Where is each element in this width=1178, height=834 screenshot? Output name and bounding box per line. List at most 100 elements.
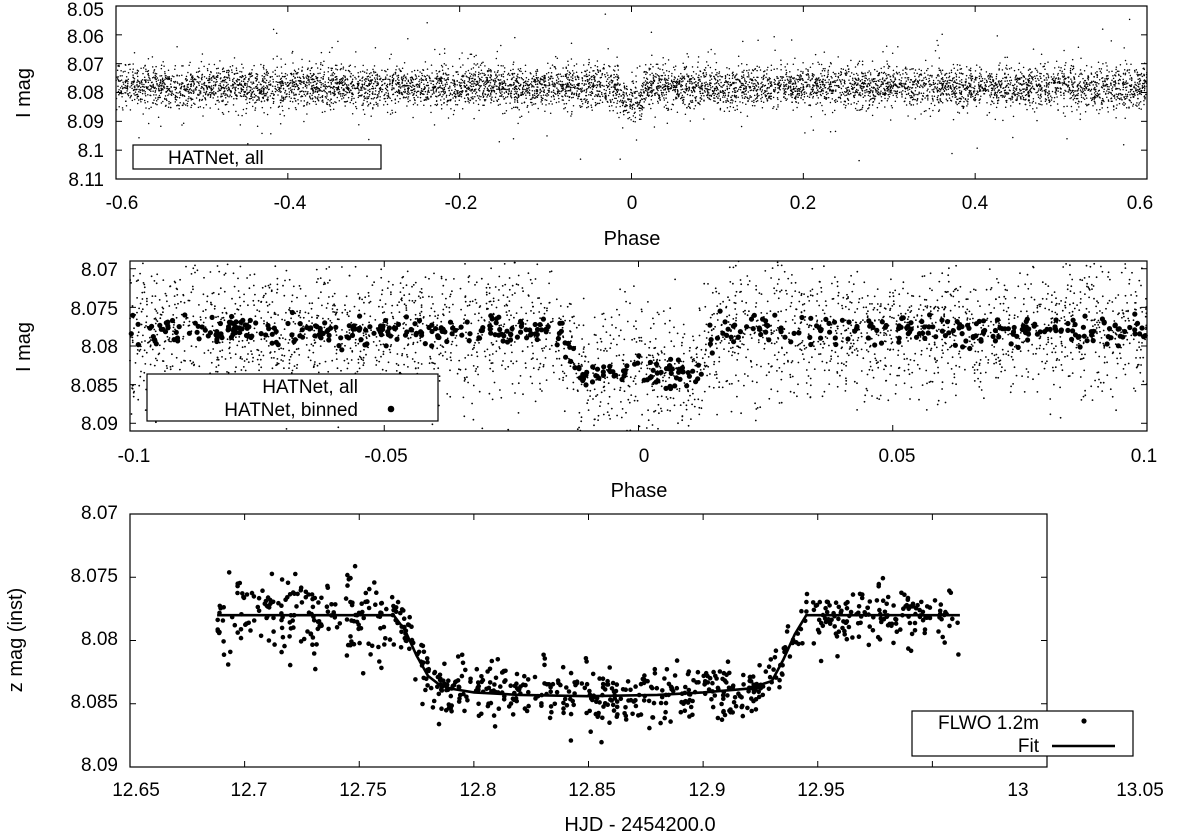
panel-1-point-4688 bbox=[889, 83, 892, 85]
panel-1-point-2535 bbox=[714, 68, 717, 71]
panel-1-point-302 bbox=[663, 72, 665, 74]
panel-1-point-4643 bbox=[452, 97, 454, 99]
panel-1-point-2873 bbox=[1122, 86, 1125, 89]
panel-1-point-449 bbox=[813, 91, 816, 94]
panel-1-point-350 bbox=[1040, 96, 1043, 98]
panel-1-point-2868 bbox=[684, 91, 687, 94]
panel-1-point-4988 bbox=[562, 87, 565, 90]
panel-1-point-4848 bbox=[835, 84, 838, 87]
panel-1-point-3632 bbox=[166, 99, 168, 102]
panel-1-point-238 bbox=[1096, 85, 1098, 87]
panel-1-point-677 bbox=[840, 87, 843, 90]
panel-1-point-2791 bbox=[752, 85, 754, 88]
panel-1-point-923 bbox=[798, 94, 800, 97]
panel-1-point-1165 bbox=[782, 88, 784, 90]
panel-1-point-2631 bbox=[850, 72, 853, 74]
panel-1-point-2707 bbox=[562, 89, 564, 91]
panel-1-point-4450 bbox=[533, 90, 536, 92]
panel-1-point-1500 bbox=[692, 85, 694, 88]
panel-1-point-4870 bbox=[148, 107, 150, 110]
panel-1-point-3775 bbox=[996, 35, 999, 37]
panel-1-point-1752 bbox=[332, 71, 335, 74]
panel-1-point-2207 bbox=[698, 74, 700, 76]
panel-1-point-4036 bbox=[649, 68, 652, 70]
panel-1-point-3436 bbox=[742, 76, 745, 78]
panel-1-point-163 bbox=[651, 72, 653, 75]
panel-1-point-3935 bbox=[934, 85, 936, 88]
panel-1-point-4215 bbox=[321, 64, 324, 67]
panel-1-point-4985 bbox=[527, 84, 529, 87]
panel-1-point-1312 bbox=[376, 73, 379, 76]
panel-1-point-3942 bbox=[757, 76, 759, 79]
panel-1-point-3938 bbox=[482, 96, 485, 98]
panel-1-point-2598 bbox=[799, 74, 802, 76]
panel-1-point-3095 bbox=[232, 78, 234, 81]
panel-1-point-3548 bbox=[881, 78, 884, 80]
panel-1-point-4751 bbox=[642, 88, 644, 91]
panel-1-point-4365 bbox=[865, 77, 868, 80]
panel-1-point-827 bbox=[582, 64, 585, 66]
panel-1-point-3063 bbox=[744, 96, 747, 98]
panel-1-point-1481 bbox=[291, 91, 293, 94]
panel-1-point-4103 bbox=[687, 56, 690, 58]
panel-1-point-2919 bbox=[693, 78, 696, 80]
panel-1-point-2874 bbox=[504, 112, 506, 114]
panel-1-point-1231 bbox=[648, 68, 651, 71]
panel-1-point-756 bbox=[1130, 63, 1132, 66]
panel-1-point-3056 bbox=[503, 70, 506, 73]
panel-1-point-694 bbox=[545, 99, 548, 102]
panel-1-point-589 bbox=[929, 85, 931, 88]
panel-1-point-2857 bbox=[1093, 96, 1095, 98]
panel-1-point-4476 bbox=[452, 82, 454, 84]
panel-1-point-4394 bbox=[937, 73, 939, 76]
panel-1-point-858 bbox=[1079, 81, 1082, 83]
panel-1-point-1979 bbox=[342, 93, 345, 95]
panel-1-point-1038 bbox=[304, 84, 307, 86]
panel-1-point-1650 bbox=[594, 95, 596, 98]
panel-1-point-1139 bbox=[704, 87, 707, 90]
panel-1-point-3678 bbox=[804, 132, 806, 134]
panel-1-point-3441 bbox=[216, 72, 218, 74]
panel-1-point-1054 bbox=[492, 90, 494, 92]
panel-1-point-1686 bbox=[1044, 100, 1047, 102]
panel-1-point-4542 bbox=[202, 87, 205, 90]
panel-1-point-3382 bbox=[441, 95, 443, 98]
panel-1-point-2062 bbox=[681, 99, 684, 102]
panel-1-point-2686 bbox=[667, 77, 670, 79]
panel-1-point-3011 bbox=[872, 87, 874, 89]
panel-1-point-214 bbox=[726, 98, 729, 100]
panel-1-point-2122 bbox=[641, 82, 644, 85]
panel-1-point-4952 bbox=[653, 126, 656, 128]
panel-1-point-3167 bbox=[284, 98, 286, 100]
panel-1-point-2916 bbox=[1112, 81, 1115, 83]
panel-1-point-3295 bbox=[122, 71, 125, 73]
panel-1-point-4674 bbox=[240, 76, 243, 79]
panel-1-point-4269 bbox=[239, 95, 242, 97]
panel-1-point-4839 bbox=[263, 72, 266, 75]
panel-1-point-4254 bbox=[839, 92, 841, 94]
panel-1-point-1602 bbox=[855, 103, 858, 105]
panel-1-point-3806 bbox=[478, 87, 481, 90]
panel-1-point-4171 bbox=[874, 77, 876, 80]
panel-1-point-4545 bbox=[632, 115, 635, 117]
panel-1-point-2952 bbox=[329, 79, 331, 82]
panel-1-point-4319 bbox=[397, 89, 400, 91]
panel-1-point-4510 bbox=[916, 80, 919, 82]
panel-1-point-3396 bbox=[883, 66, 885, 68]
panel-1-point-675 bbox=[752, 89, 755, 92]
panel-1-point-3641 bbox=[403, 62, 406, 64]
panel-1-point-4836 bbox=[772, 96, 775, 99]
panel-1-point-2792 bbox=[315, 75, 317, 78]
panel-1-point-2205 bbox=[327, 98, 329, 101]
panel-1-point-1683 bbox=[719, 75, 721, 77]
panel-1-point-3013 bbox=[636, 67, 639, 69]
panel-1-point-757 bbox=[613, 70, 616, 72]
panel-1-point-3018 bbox=[892, 85, 895, 88]
panel-1-point-4697 bbox=[1079, 118, 1081, 121]
panel-1-point-4281 bbox=[474, 71, 477, 73]
panel-1-point-1293 bbox=[807, 78, 809, 81]
panel-1-point-3496 bbox=[906, 77, 909, 79]
panel-1-point-2805 bbox=[518, 88, 521, 91]
panel-1-point-3643 bbox=[174, 80, 177, 83]
panel-1-point-2767 bbox=[489, 79, 491, 82]
